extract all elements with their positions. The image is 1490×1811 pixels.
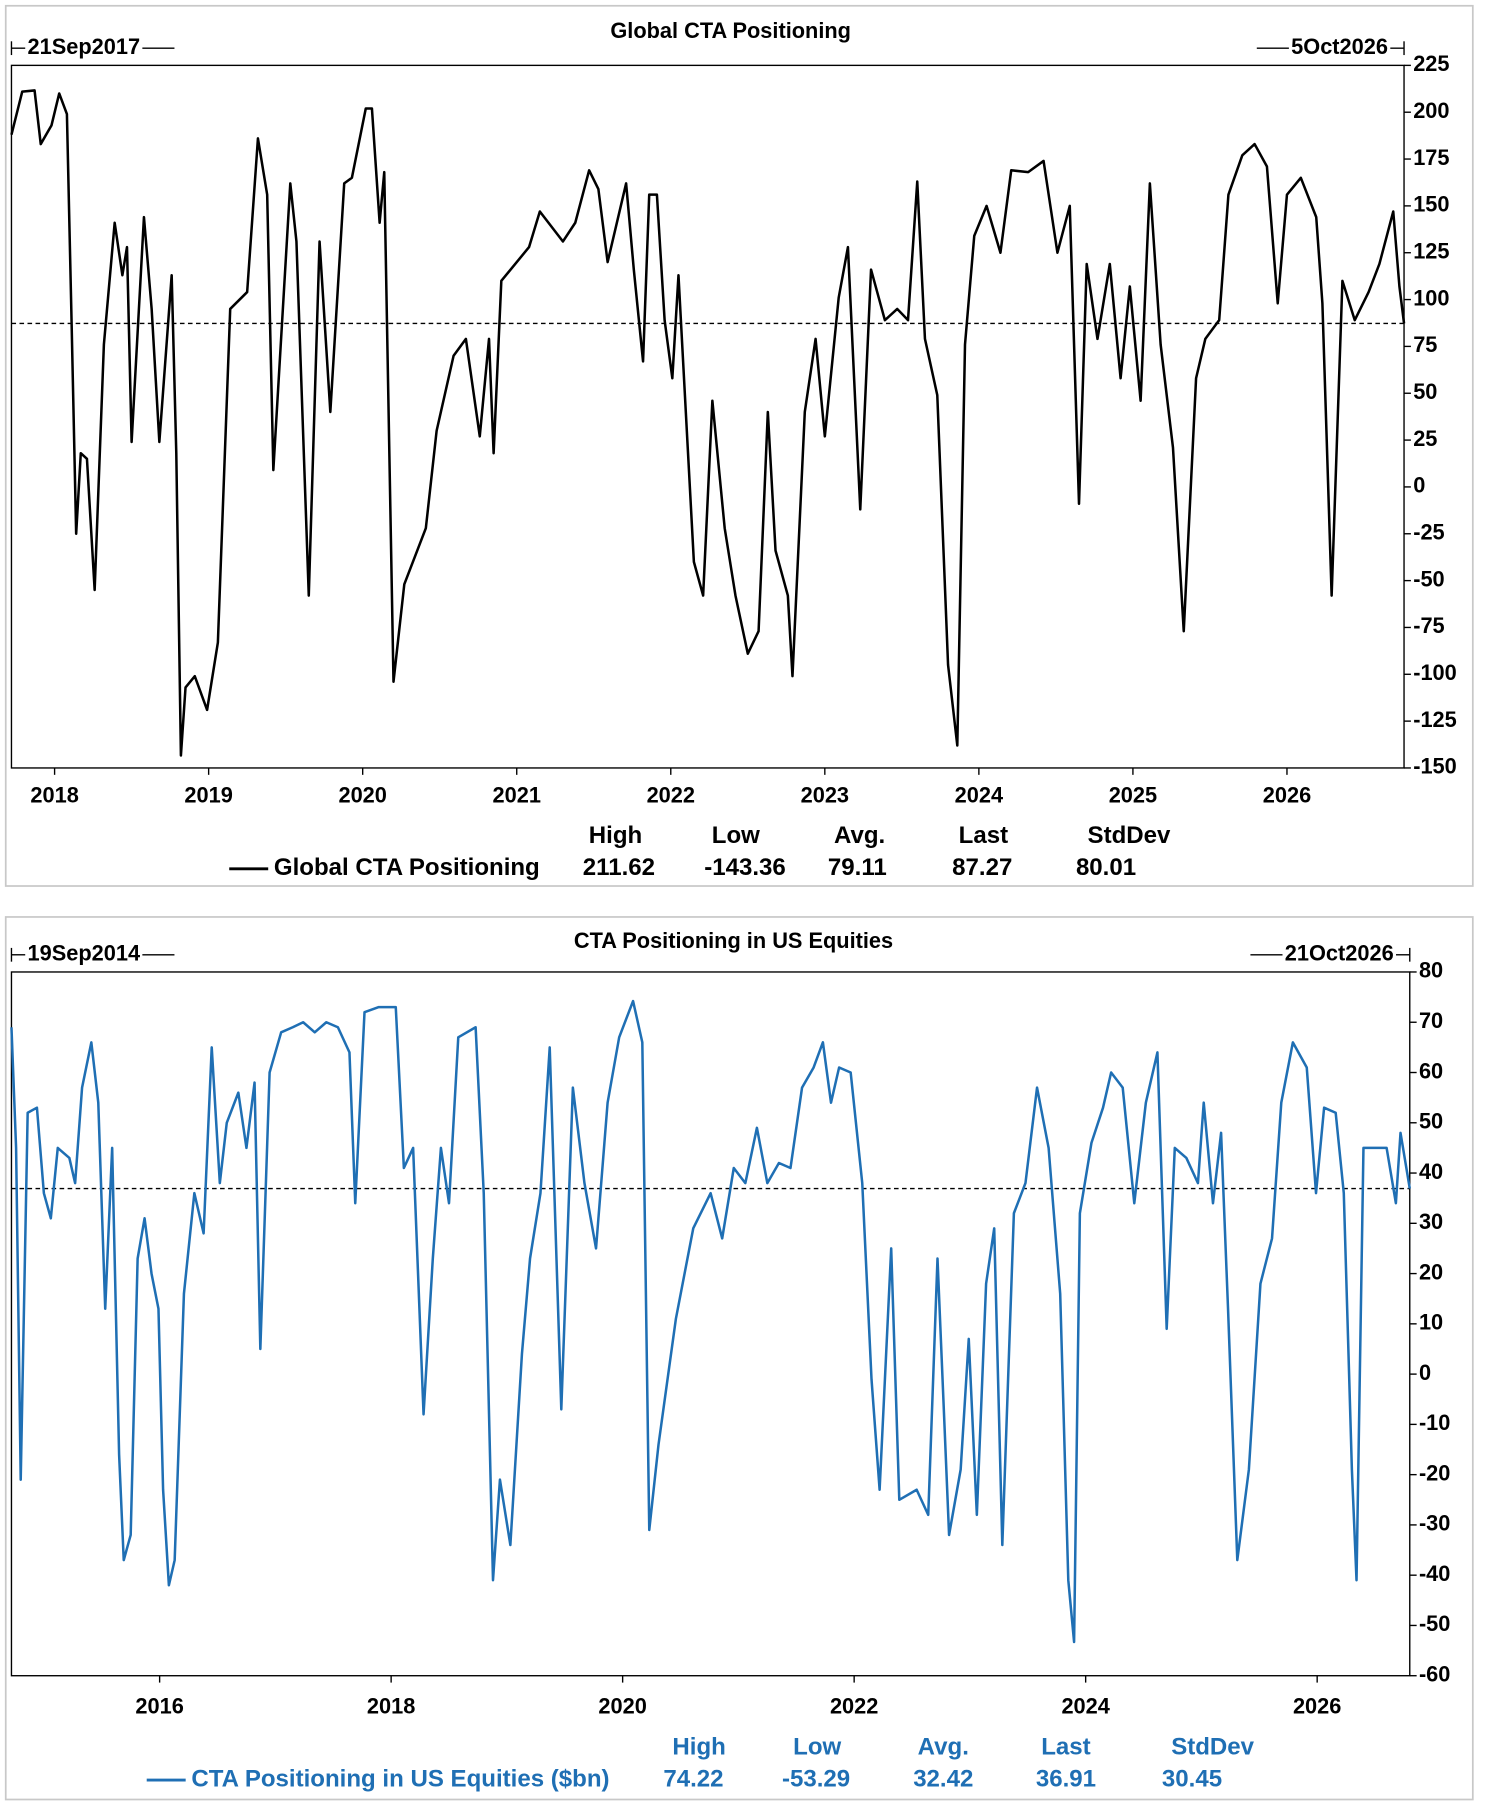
x-tick-label: 2023: [801, 782, 849, 807]
y-tick-label: -50: [1413, 566, 1444, 591]
stat-header: Low: [793, 1733, 841, 1760]
y-tick-label: 75: [1413, 332, 1437, 357]
stat-value: 79.11: [828, 854, 887, 881]
x-tick-label: 2021: [493, 782, 541, 807]
stat-header: StdDev: [1171, 1733, 1254, 1760]
y-tick-label: 225: [1413, 51, 1449, 76]
y-tick-label: 40: [1419, 1159, 1443, 1184]
y-tick-label: 200: [1413, 98, 1449, 123]
y-tick-label: 0: [1419, 1360, 1431, 1385]
x-tick-label: 2022: [830, 1694, 878, 1719]
start-date: 19Sep2014: [28, 941, 141, 966]
y-tick-label: -25: [1413, 520, 1444, 545]
stat-value: -143.36: [704, 854, 786, 881]
y-tick-label: -75: [1413, 613, 1444, 638]
y-tick-label: -100: [1413, 660, 1457, 685]
y-tick-label: -30: [1419, 1511, 1450, 1536]
x-tick-label: 2018: [30, 782, 78, 807]
y-tick-label: -50: [1419, 1611, 1450, 1636]
x-tick-label: 2018: [367, 1694, 415, 1719]
y-tick-label: -10: [1419, 1410, 1450, 1435]
y-tick-label: 25: [1413, 426, 1437, 451]
y-tick-label: 10: [1419, 1310, 1443, 1335]
y-tick-label: 50: [1419, 1109, 1443, 1134]
x-tick-label: 2024: [1061, 1694, 1109, 1719]
y-tick-label: 30: [1419, 1209, 1443, 1234]
end-date: 21Oct2026: [1285, 941, 1394, 966]
x-tick-label: 2020: [598, 1694, 646, 1719]
stat-header: High: [589, 822, 642, 849]
stat-value: 80.01: [1076, 854, 1136, 881]
y-tick-label: 150: [1413, 192, 1449, 217]
stat-value: 32.42: [913, 1765, 973, 1792]
y-tick-label: -125: [1413, 707, 1457, 732]
y-tick-label: -20: [1419, 1460, 1450, 1485]
data-line: [10, 89, 1406, 757]
x-tick-label: 2026: [1293, 1694, 1341, 1719]
start-date: 21Sep2017: [28, 34, 141, 59]
y-tick-label: 60: [1419, 1058, 1443, 1083]
y-tick-label: -150: [1413, 754, 1457, 779]
panel-frame: [4, 4, 1474, 887]
stat-value: 74.22: [663, 1765, 723, 1792]
chart-title: CTA Positioning in US Equities: [574, 928, 893, 953]
panel-frame: [4, 916, 1474, 1801]
stat-value: 87.27: [952, 854, 1012, 881]
stat-value: 211.62: [583, 854, 655, 881]
x-tick-label: 2022: [647, 782, 695, 807]
stat-value: 36.91: [1036, 1765, 1096, 1792]
stat-value: -53.29: [782, 1765, 850, 1792]
x-tick-label: 2019: [184, 782, 232, 807]
stat-header: Last: [1041, 1733, 1090, 1760]
stat-header: High: [672, 1733, 725, 1760]
stat-header: Avg.: [918, 1733, 969, 1760]
legend-label: Global CTA Positioning: [274, 854, 540, 881]
y-tick-label: -40: [1419, 1561, 1450, 1586]
x-tick-label: 2020: [338, 782, 386, 807]
stat-header: Last: [959, 822, 1008, 849]
stat-header: Avg.: [834, 822, 885, 849]
x-tick-label: 2025: [1109, 782, 1157, 807]
y-tick-label: 125: [1413, 238, 1449, 263]
legend-label: CTA Positioning in US Equities ($bn): [191, 1765, 609, 1792]
x-tick-label: 2026: [1263, 782, 1311, 807]
y-tick-label: 20: [1419, 1259, 1443, 1284]
y-tick-label: 50: [1413, 379, 1437, 404]
y-tick-label: -60: [1419, 1661, 1450, 1686]
plot-area: [10, 64, 1405, 769]
chart-title: Global CTA Positioning: [610, 18, 851, 43]
plot-area: [10, 971, 1411, 1677]
stat-header: Low: [712, 822, 760, 849]
y-tick-label: 175: [1413, 145, 1449, 170]
end-date: 5Oct2026: [1291, 34, 1388, 59]
y-tick-label: 100: [1413, 285, 1449, 310]
y-tick-label: 80: [1419, 958, 1443, 983]
y-tick-label: 70: [1419, 1008, 1443, 1033]
x-tick-label: 2024: [955, 782, 1003, 807]
stat-value: 30.45: [1162, 1765, 1222, 1792]
data-line: [10, 999, 1412, 1644]
x-tick-label: 2016: [135, 1694, 183, 1719]
stat-header: StdDev: [1088, 822, 1171, 849]
y-tick-label: 0: [1413, 473, 1425, 498]
